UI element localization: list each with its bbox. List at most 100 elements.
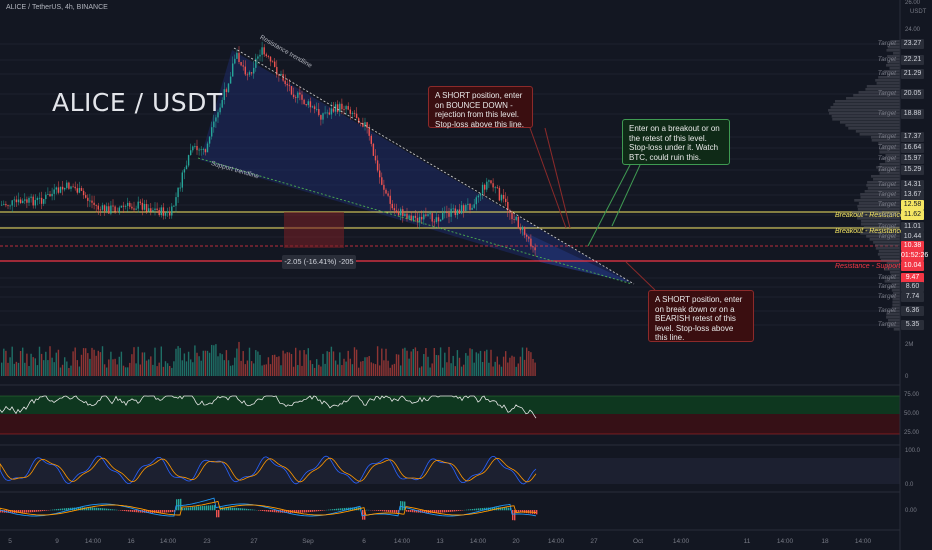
volume-profile xyxy=(828,40,900,331)
rsi-overbought-band xyxy=(0,396,900,414)
time-tick: 5 xyxy=(8,538,12,545)
support-trendline[interactable] xyxy=(197,157,633,285)
time-tick: 6 xyxy=(362,538,366,545)
target-price: 6.36 xyxy=(901,306,924,316)
short-top-annotation[interactable]: A SHORT position, enter on BOUNCE DOWN -… xyxy=(428,86,533,129)
rsi-axis-50: 50.00 xyxy=(904,411,920,417)
target-label: Target xyxy=(877,307,896,314)
breakout-annotation[interactable]: Enter on a breakout or on the retest of … xyxy=(622,119,730,165)
target-price: 16.64 xyxy=(901,143,924,153)
rsi-axis-75: 75.00 xyxy=(904,392,920,398)
time-tick: 14:00 xyxy=(776,538,794,545)
target-price: 13.67 xyxy=(901,190,924,200)
target-label: Target xyxy=(877,283,896,290)
target-label: Target xyxy=(877,155,896,162)
target-price: 9.47 xyxy=(901,273,924,283)
target-label: Target xyxy=(877,274,896,281)
measure-range-box xyxy=(284,212,344,248)
target-label: Target xyxy=(877,133,896,140)
target-label: Target xyxy=(877,70,896,77)
time-tick: 9 xyxy=(55,538,59,545)
target-label: Target xyxy=(877,321,896,328)
target-label: Target xyxy=(877,191,896,198)
stoch-d-line xyxy=(0,457,537,483)
target-price: 10.44 xyxy=(901,232,924,242)
time-tick: Sep xyxy=(302,538,314,545)
target-label: Target xyxy=(877,90,896,97)
stoch-axis-0: 0.0 xyxy=(905,482,914,488)
volume-axis-bottom: 0 xyxy=(905,374,909,380)
volume-bars xyxy=(1,341,536,376)
target-label: Target xyxy=(877,223,896,230)
stoch-band xyxy=(0,458,900,484)
time-tick: 14:00 xyxy=(469,538,487,545)
time-tick: 13 xyxy=(436,538,444,545)
target-price: 18.88 xyxy=(901,109,924,119)
target-price: 21.29 xyxy=(901,69,924,79)
level-price-badge: 10.04 xyxy=(901,261,924,271)
time-tick: 14:00 xyxy=(547,538,565,545)
target-label: Target xyxy=(877,110,896,117)
time-tick: 27 xyxy=(590,538,598,545)
breakout-resistance-label-lower: Breakout - Resistance xyxy=(835,228,904,235)
falling-wedge-fill xyxy=(200,50,632,283)
time-tick: 20 xyxy=(512,538,520,545)
wedge-tip xyxy=(520,230,632,283)
target-price: 23.27 xyxy=(901,39,924,49)
target-label: Target xyxy=(877,166,896,173)
time-tick: 16 xyxy=(127,538,135,545)
target-price: 11.01 xyxy=(901,222,924,232)
price-tick: 24.00 xyxy=(905,27,921,33)
symbol-label: ALICE / USDT xyxy=(52,88,223,117)
time-tick: 23 xyxy=(203,538,211,545)
resistance-trendline[interactable] xyxy=(233,47,635,285)
target-label: Target xyxy=(877,211,896,218)
target-label: Target xyxy=(877,233,896,240)
currency-label: USDT xyxy=(910,9,927,15)
target-price: 14.31 xyxy=(901,180,924,190)
time-tick: 14:00 xyxy=(854,538,872,545)
target-price: 20.05 xyxy=(901,89,924,99)
pointer-short-top xyxy=(529,127,567,229)
time-tick: 14:00 xyxy=(672,538,690,545)
time-tick: 27 xyxy=(250,538,258,545)
target-price: 15.97 xyxy=(901,154,924,164)
target-label: Target xyxy=(877,293,896,300)
target-label: Target xyxy=(877,56,896,63)
target-price: 8.60 xyxy=(901,282,924,292)
price-candles xyxy=(1,41,536,257)
target-label: Target xyxy=(877,201,896,208)
macd-line xyxy=(0,497,537,517)
time-tick: 14:00 xyxy=(393,538,411,545)
time-tick: 14:00 xyxy=(159,538,177,545)
price-tick-top: 26.00 xyxy=(905,0,921,6)
target-price: 17.37 xyxy=(901,132,924,142)
target-price: 5.35 xyxy=(901,320,924,330)
stoch-axis-100: 100.0 xyxy=(905,448,921,454)
macd-axis-0: 0.00 xyxy=(905,508,917,514)
time-tick: Oct xyxy=(632,538,644,545)
short-bottom-annotation[interactable]: A SHORT position, enter on break down or… xyxy=(648,290,754,342)
breakout-resistance-label-upper: Breakout - Resistance xyxy=(835,212,904,219)
rsi-line xyxy=(0,395,537,419)
target-price: 22.21 xyxy=(901,55,924,65)
pointer-short-bottom xyxy=(625,261,656,291)
current-price-badge: 10.38 xyxy=(901,241,924,251)
pointer-breakout xyxy=(587,164,631,247)
target-label: Target xyxy=(877,40,896,47)
rsi-axis-25: 25.00 xyxy=(904,430,920,436)
chart-title: ALICE / TetherUS, 4h, BINANCE xyxy=(6,4,108,11)
target-price: 12.58 xyxy=(901,200,924,210)
time-tick: 11 xyxy=(743,538,751,545)
target-label: Target xyxy=(877,181,896,188)
volume-axis-top: 2M xyxy=(905,342,914,348)
pointer-short-top-2 xyxy=(544,127,571,229)
target-price: 11.62 xyxy=(901,210,924,220)
rsi-oversold-band xyxy=(0,414,900,434)
target-price: 7.74 xyxy=(901,292,924,302)
measure-label: -2.05 (-16.41%) -205 xyxy=(282,255,356,269)
macd-signal-line xyxy=(0,500,537,516)
resistance-support-label: Resistance - Support xyxy=(835,263,901,270)
pointer-breakout-2 xyxy=(611,164,641,227)
